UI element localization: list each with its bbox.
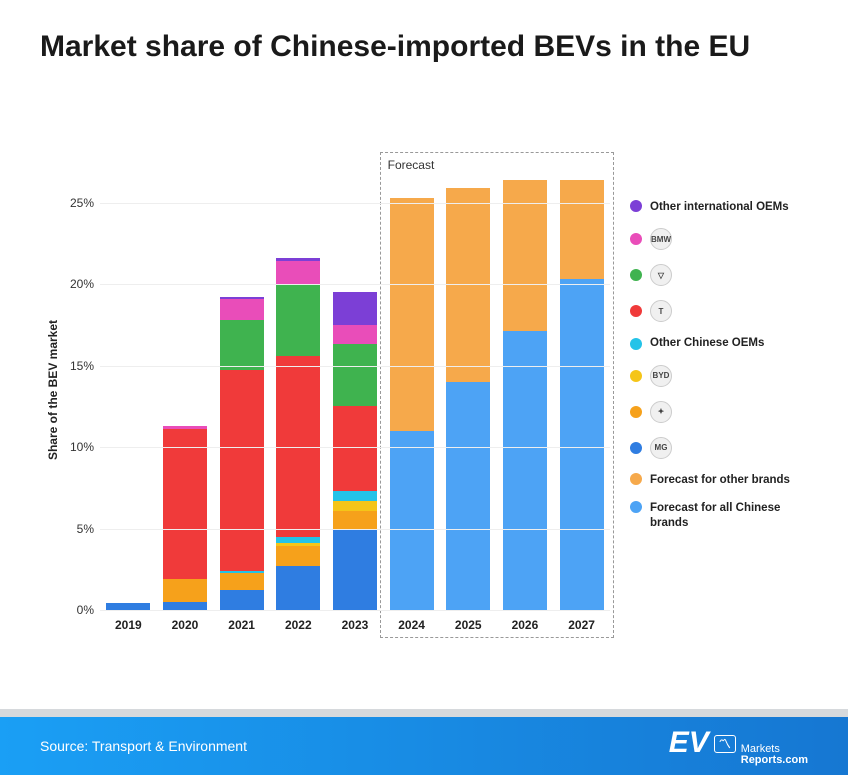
legend-item-other_chinese: Other Chinese OEMs [630,336,810,350]
brand-icon: T [650,300,672,322]
segment-mg [220,590,264,610]
grid-line [100,447,610,448]
brand-icon: ▽ [650,264,672,286]
bar-2020: 2020 [163,426,207,610]
y-tick-label: 0% [58,603,94,617]
grid-line [100,284,610,285]
segment-dacia [276,284,320,356]
x-tick-label: 2023 [342,618,369,632]
legend-swatch [630,473,642,485]
logo-chart-icon: 〽 [714,735,736,753]
segment-tesla [220,370,264,570]
legend-swatch [630,338,642,350]
y-tick-label: 5% [58,522,94,536]
legend-item-tesla: T [630,300,810,322]
bar-2024: 2024 [390,198,434,610]
legend-item-bmw: BMW [630,228,810,250]
x-tick-label: 2026 [512,618,539,632]
chart-region: Share of the BEV market Forecast 2019202… [40,150,810,680]
legend-item-byd: BYD [630,365,810,387]
legend-swatch [630,370,642,382]
chart-title: Market share of Chinese-imported BEVs in… [0,0,848,76]
source-text: Source: Transport & Environment [40,738,247,754]
segment-other_intl [333,292,377,325]
x-tick-label: 2022 [285,618,312,632]
legend-item-polestar: ✦ [630,401,810,423]
segment-forecast_other [560,180,604,279]
brand-icon: BYD [650,365,672,387]
segment-byd [333,501,377,511]
segment-forecast_chinese [503,331,547,610]
legend-swatch [630,501,642,513]
y-tick-label: 15% [58,359,94,373]
segment-polestar [333,511,377,531]
segment-bmw [220,299,264,320]
bar-2023: 2023 [333,292,377,610]
segment-forecast_chinese [390,431,434,610]
segment-polestar [220,573,264,591]
brand-icon: BMW [650,228,672,250]
legend-item-forecast_other: Forecast for other brands [630,473,810,487]
x-tick-label: 2020 [172,618,199,632]
legend-item-other_intl: Other international OEMs [630,200,810,214]
legend-item-mg: MG [630,437,810,459]
bar-2022: 2022 [276,258,320,610]
logo-ev: EV [669,726,709,760]
bar-2026: 2026 [503,180,547,610]
y-axis-label: Share of the BEV market [46,320,60,460]
segment-tesla [333,406,377,491]
footer: Source: Transport & Environment EV 〽 Mar… [0,717,848,775]
legend-swatch [630,442,642,454]
segment-dacia [220,320,264,371]
segment-forecast_chinese [446,382,490,610]
segment-mg [276,566,320,610]
plot-area: Forecast 2019202020212022202320242025202… [100,170,610,610]
x-tick-label: 2019 [115,618,142,632]
legend-swatch [630,269,642,281]
bar-2021: 2021 [220,297,264,610]
segment-polestar [163,579,207,602]
segment-other_chinese [333,491,377,501]
legend-label: Forecast for all Chinese brands [650,501,810,530]
grid-line [100,610,610,611]
legend-swatch [630,200,642,212]
legend-item-dacia: ▽ [630,264,810,286]
y-tick-label: 10% [58,440,94,454]
segment-mg [333,530,377,610]
segment-dacia [333,344,377,406]
legend-swatch [630,406,642,418]
segment-tesla [163,429,207,579]
bar-2027: 2027 [560,180,604,610]
brand-icon: ✦ [650,401,672,423]
legend: Other international OEMs BMW ▽ T Other Chine… [630,200,810,544]
logo: EV 〽 Markets Reports.com [669,726,808,766]
legend-swatch [630,233,642,245]
legend-label: Other Chinese OEMs [650,336,764,350]
x-tick-label: 2021 [228,618,255,632]
legend-label: Other international OEMs [650,200,789,214]
legend-label: Forecast for other brands [650,473,790,487]
x-tick-label: 2024 [398,618,425,632]
segment-forecast_chinese [560,279,604,610]
y-tick-label: 25% [58,196,94,210]
segment-bmw [333,325,377,345]
brand-icon: MG [650,437,672,459]
segment-bmw [276,261,320,284]
legend-swatch [630,305,642,317]
x-tick-label: 2025 [455,618,482,632]
segment-polestar [276,546,320,566]
bars-container: 201920202021202220232024202520262027 [100,170,610,610]
y-tick-label: 20% [58,277,94,291]
grid-line [100,529,610,530]
grid-line [100,203,610,204]
bar-2025: 2025 [446,188,490,610]
segment-mg [163,602,207,610]
logo-bottom: Reports.com [741,755,808,766]
grid-line [100,366,610,367]
footer-band [0,709,848,717]
x-tick-label: 2027 [568,618,595,632]
legend-item-forecast_chinese: Forecast for all Chinese brands [630,501,810,530]
segment-forecast_other [390,198,434,431]
